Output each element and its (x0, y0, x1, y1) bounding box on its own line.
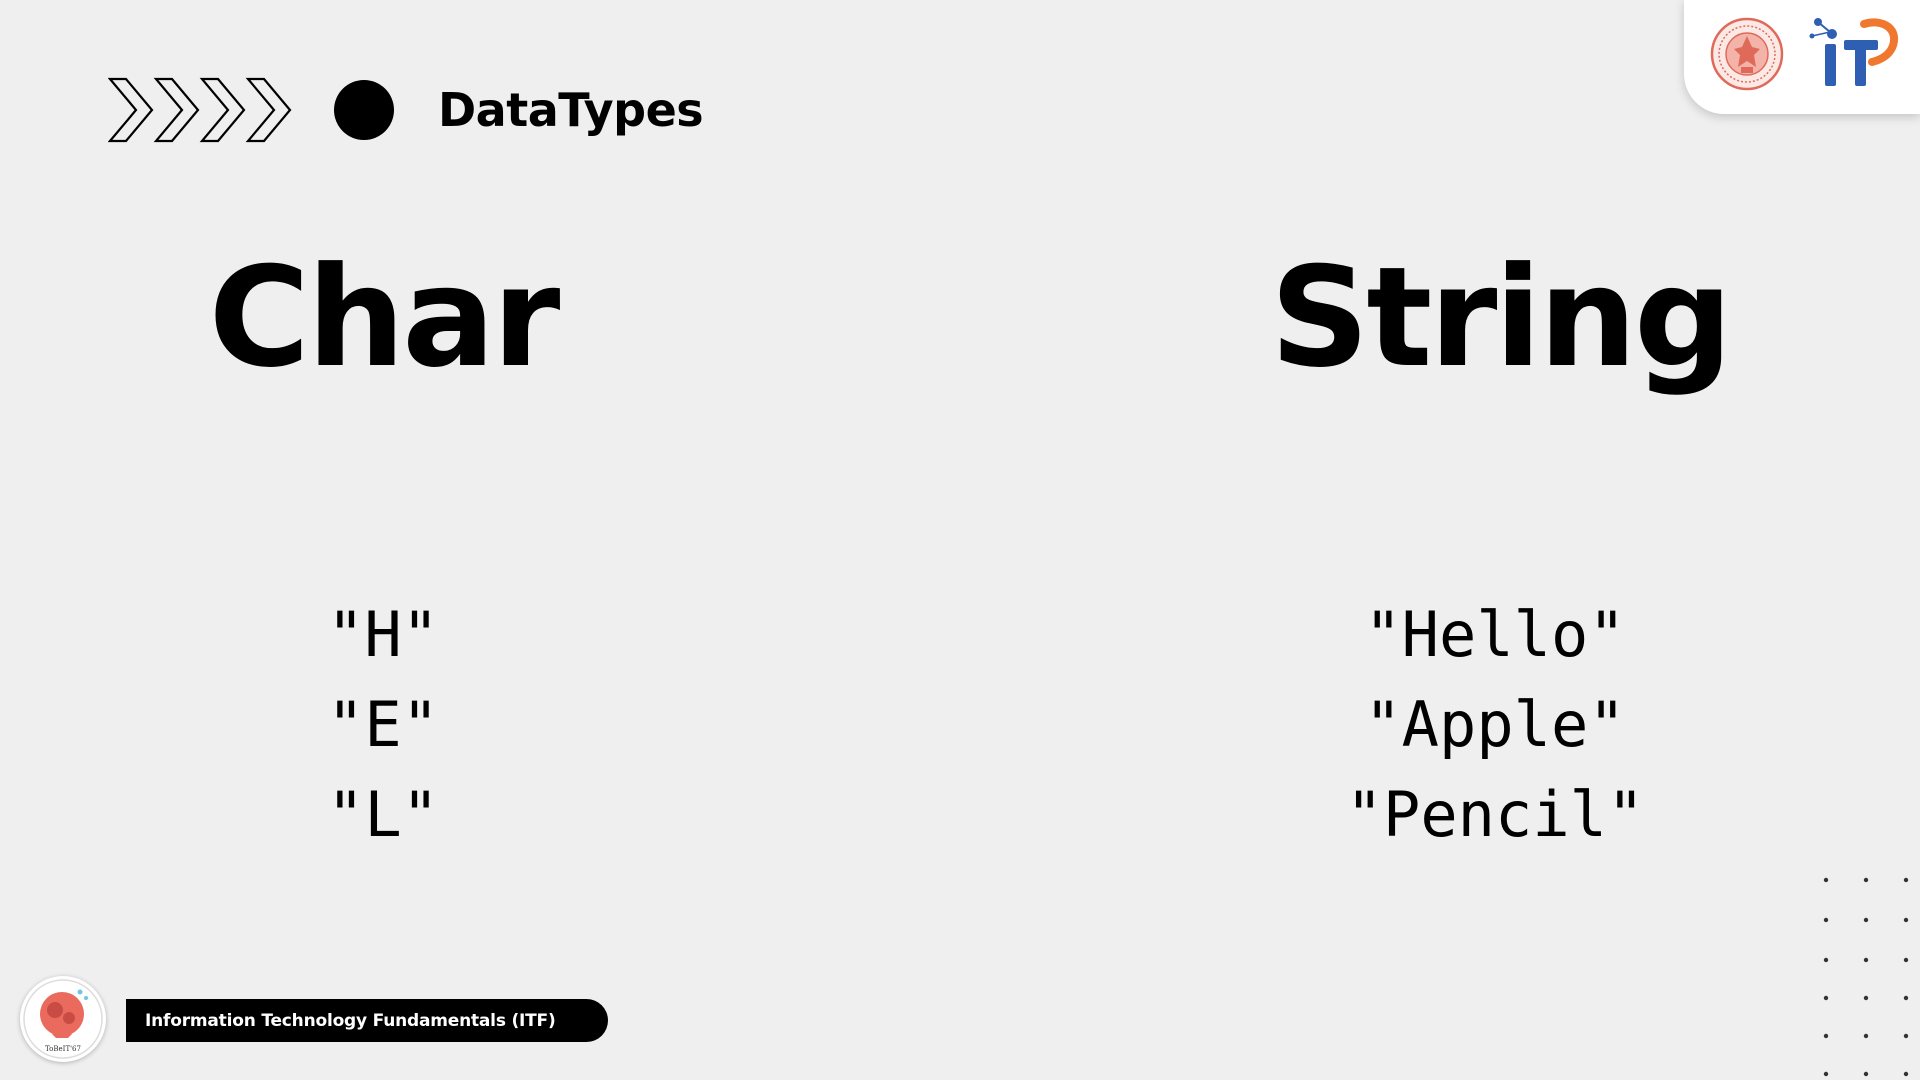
page-title: DataTypes (438, 83, 704, 137)
course-mascot-avatar: ToBeIT'67 (20, 976, 106, 1062)
chevron-arrows-icon (108, 77, 292, 143)
logo-tab (1684, 0, 1920, 114)
char-examples: "H" "E" "L" (183, 590, 583, 860)
string-heading: String (1270, 237, 1733, 398)
course-banner: Information Technology Fundamentals (ITF… (126, 999, 608, 1042)
char-example: "E" (327, 688, 439, 761)
string-example: "Hello" (1364, 598, 1626, 671)
char-heading: Char (208, 237, 561, 398)
char-example: "L" (327, 778, 439, 851)
course-title: Information Technology Fundamentals (ITF… (145, 1010, 556, 1031)
char-example: "H" (327, 598, 439, 671)
string-example: "Pencil" (1345, 778, 1645, 851)
char-column: Char (183, 248, 583, 388)
avatar-caption: ToBeIT'67 (45, 1045, 81, 1053)
slide-header: DataTypes (108, 74, 704, 146)
string-column: String (1270, 237, 1733, 398)
it-faculty-logo (1809, 18, 1898, 86)
dot-grid-decoration (1823, 877, 1909, 1077)
circle-bullet-icon (334, 80, 394, 140)
string-examples: "Hello" "Apple" "Pencil" (1270, 590, 1720, 860)
university-seal-logo (1710, 17, 1784, 91)
string-example: "Apple" (1364, 688, 1626, 761)
